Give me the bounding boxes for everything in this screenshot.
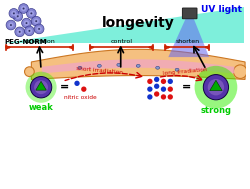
Text: extension: extension xyxy=(24,40,55,44)
Ellipse shape xyxy=(167,79,172,84)
Ellipse shape xyxy=(13,12,15,14)
Text: nitric oxide: nitric oxide xyxy=(63,95,96,100)
Ellipse shape xyxy=(26,9,36,18)
Ellipse shape xyxy=(207,79,223,95)
Ellipse shape xyxy=(146,94,152,100)
Ellipse shape xyxy=(160,87,166,92)
Ellipse shape xyxy=(8,22,14,28)
Ellipse shape xyxy=(74,81,79,86)
Ellipse shape xyxy=(174,68,178,71)
Polygon shape xyxy=(168,18,208,57)
Text: weak: weak xyxy=(28,103,53,112)
Ellipse shape xyxy=(194,66,236,109)
Ellipse shape xyxy=(155,66,159,69)
Ellipse shape xyxy=(34,80,48,94)
Ellipse shape xyxy=(22,18,31,28)
Ellipse shape xyxy=(26,72,56,103)
Ellipse shape xyxy=(167,94,172,100)
Ellipse shape xyxy=(28,30,30,32)
Ellipse shape xyxy=(28,11,34,16)
Ellipse shape xyxy=(232,65,246,78)
Ellipse shape xyxy=(24,67,34,77)
Ellipse shape xyxy=(6,20,16,30)
Ellipse shape xyxy=(154,77,159,82)
Ellipse shape xyxy=(22,8,24,9)
Ellipse shape xyxy=(11,11,16,16)
Ellipse shape xyxy=(97,64,101,67)
Polygon shape xyxy=(31,49,244,79)
Ellipse shape xyxy=(31,16,41,26)
Text: =: = xyxy=(182,81,191,91)
Text: shorten: shorten xyxy=(174,40,199,44)
Ellipse shape xyxy=(21,6,26,11)
Text: longevity: longevity xyxy=(102,16,174,30)
Ellipse shape xyxy=(24,26,34,36)
Ellipse shape xyxy=(136,64,140,67)
Ellipse shape xyxy=(15,14,20,19)
Ellipse shape xyxy=(154,84,159,89)
Ellipse shape xyxy=(160,79,166,84)
Ellipse shape xyxy=(160,94,166,100)
Ellipse shape xyxy=(10,24,12,26)
Polygon shape xyxy=(209,80,221,91)
Ellipse shape xyxy=(15,27,24,37)
Ellipse shape xyxy=(26,22,27,24)
Polygon shape xyxy=(36,81,46,90)
Ellipse shape xyxy=(34,19,39,24)
Text: strong: strong xyxy=(200,106,230,115)
Ellipse shape xyxy=(146,87,152,92)
Ellipse shape xyxy=(13,12,22,21)
Text: short irradiation: short irradiation xyxy=(76,66,122,75)
Text: UV light: UV light xyxy=(200,5,241,14)
Ellipse shape xyxy=(35,20,37,22)
Ellipse shape xyxy=(9,9,19,18)
Ellipse shape xyxy=(78,66,82,69)
Text: control: control xyxy=(110,40,132,44)
Ellipse shape xyxy=(81,87,86,92)
Ellipse shape xyxy=(202,75,228,100)
Ellipse shape xyxy=(27,28,32,33)
Text: long irradiation: long irradiation xyxy=(162,67,206,76)
Text: PEG-NORM: PEG-NORM xyxy=(4,39,47,45)
Ellipse shape xyxy=(17,15,19,17)
Polygon shape xyxy=(42,59,234,74)
Ellipse shape xyxy=(17,29,22,35)
Ellipse shape xyxy=(167,87,172,92)
Ellipse shape xyxy=(30,12,32,14)
Ellipse shape xyxy=(34,24,44,34)
Text: =: = xyxy=(60,81,69,91)
Ellipse shape xyxy=(146,79,152,84)
Ellipse shape xyxy=(154,91,159,97)
Polygon shape xyxy=(4,7,243,43)
Ellipse shape xyxy=(36,26,42,32)
Ellipse shape xyxy=(38,28,40,30)
Ellipse shape xyxy=(30,77,52,98)
Ellipse shape xyxy=(19,4,28,13)
Ellipse shape xyxy=(116,64,120,66)
Ellipse shape xyxy=(24,20,29,26)
Ellipse shape xyxy=(19,31,20,33)
FancyBboxPatch shape xyxy=(182,8,196,19)
